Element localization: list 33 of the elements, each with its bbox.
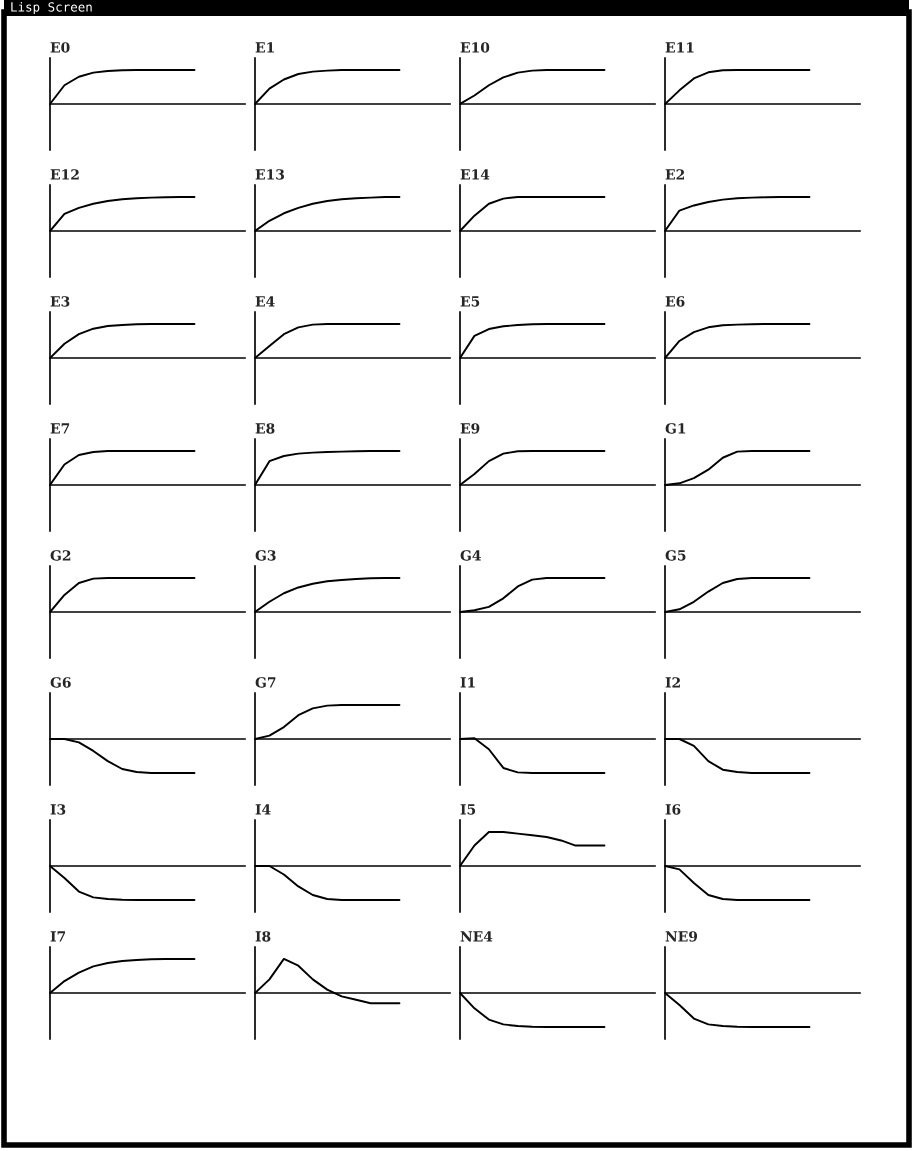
chart-title: E9 <box>460 423 480 434</box>
chart-title: E12 <box>50 169 79 180</box>
text: Lisp Screen <box>11 1 92 15</box>
chart-title: E6 <box>665 296 685 307</box>
chart-title: G2 <box>50 550 71 561</box>
chart-title: E8 <box>255 423 275 434</box>
chart-title: G1 <box>665 423 686 434</box>
chart-title: G3 <box>255 550 276 561</box>
chart-title: I8 <box>255 931 271 942</box>
chart-title: I4 <box>255 804 271 815</box>
chart-title: I3 <box>50 804 66 815</box>
chart-title: E11 <box>665 42 694 53</box>
chart-title: E5 <box>460 296 480 307</box>
chart-title: I6 <box>665 804 681 815</box>
chart-title: E0 <box>50 42 70 53</box>
chart-title: NE4 <box>460 931 493 942</box>
chart-title: E4 <box>255 296 275 307</box>
chart-title: I2 <box>665 677 680 688</box>
chart-title: NE9 <box>665 931 698 942</box>
chart-title: E10 <box>460 42 490 53</box>
chart-title: I1 <box>460 677 475 688</box>
chart-title: G7 <box>255 677 276 688</box>
chart-title: G5 <box>665 550 686 561</box>
chart-title: G4 <box>460 550 481 561</box>
chart-title: E2 <box>665 169 684 180</box>
chart-title: E14 <box>460 169 490 180</box>
chart-title: I5 <box>460 804 476 815</box>
chart-title: E3 <box>50 296 70 307</box>
chart-title: G6 <box>50 677 71 688</box>
chart-title: E13 <box>255 169 285 180</box>
chart-title: E1 <box>255 42 274 53</box>
chart-title: I7 <box>50 931 66 942</box>
chart-title: E7 <box>50 423 70 434</box>
